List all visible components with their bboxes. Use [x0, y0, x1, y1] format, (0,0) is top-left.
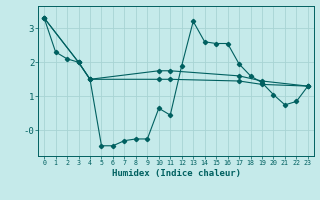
- X-axis label: Humidex (Indice chaleur): Humidex (Indice chaleur): [111, 169, 241, 178]
